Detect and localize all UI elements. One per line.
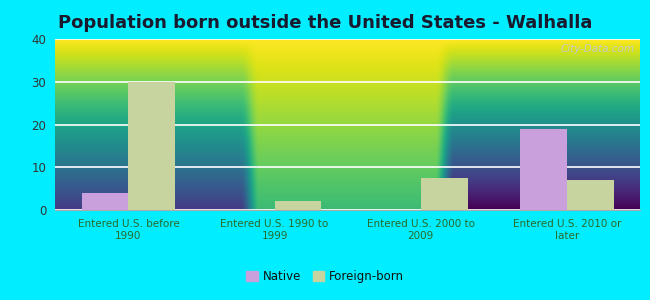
Bar	[81, 193, 129, 210]
Bar	[520, 129, 567, 210]
Bar	[129, 82, 175, 210]
Bar	[421, 178, 467, 210]
Bar	[567, 180, 614, 210]
Text: Population born outside the United States - Walhalla: Population born outside the United State…	[58, 14, 592, 32]
Legend: Native, Foreign-born: Native, Foreign-born	[241, 266, 409, 288]
Text: City-Data.com: City-Data.com	[560, 44, 634, 54]
Bar	[274, 202, 321, 210]
